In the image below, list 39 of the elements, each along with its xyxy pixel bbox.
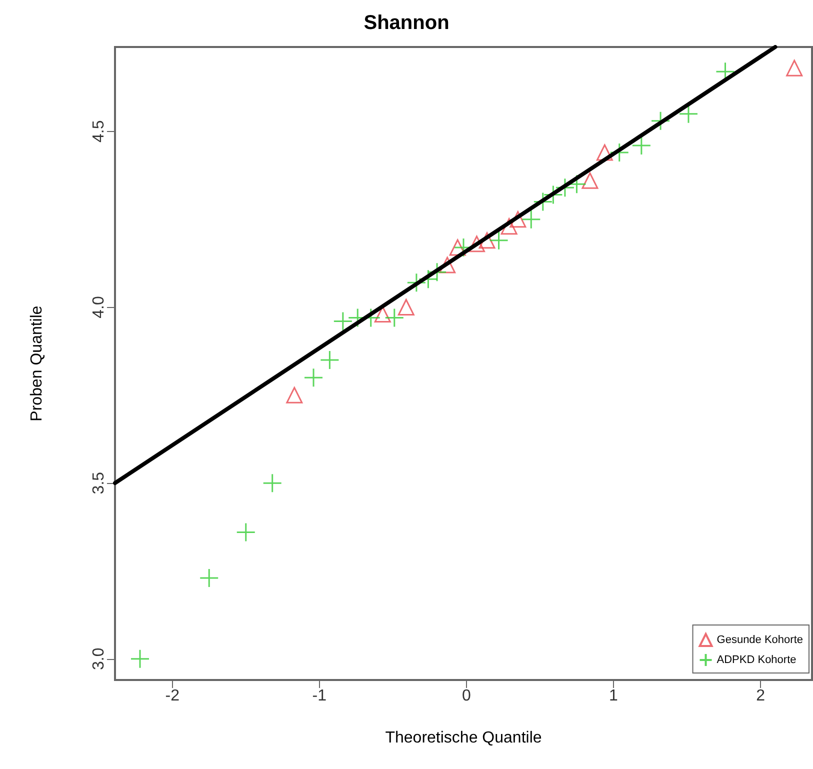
point <box>199 568 219 588</box>
y-tick-label: 4.0 <box>90 296 108 318</box>
point <box>468 236 485 252</box>
point <box>320 350 340 370</box>
y-tick-label: 3.5 <box>90 472 108 494</box>
point <box>489 230 509 250</box>
y-tick-label: 3.0 <box>90 648 108 670</box>
point <box>262 473 282 493</box>
x-tick-label: -2 <box>165 688 180 704</box>
x-tick-label: 2 <box>756 688 766 704</box>
x-tick-label: -1 <box>312 688 327 704</box>
y-tick-label: 4.5 <box>90 120 108 143</box>
legend-label: ADPKD Kohorte <box>716 654 796 666</box>
point <box>596 144 613 161</box>
chart-title: Shannon <box>364 12 450 34</box>
point <box>304 368 324 388</box>
point <box>374 306 391 323</box>
point <box>478 232 496 249</box>
point <box>384 308 404 328</box>
point <box>449 239 466 256</box>
point <box>439 256 456 274</box>
y-axis-title: Proben Quantile <box>28 306 46 422</box>
legend-label: Gesunde Kohorte <box>716 634 804 646</box>
x-axis-title: Theoretische Quantile <box>385 730 542 746</box>
point <box>333 312 353 332</box>
point <box>632 136 652 156</box>
point <box>510 211 526 228</box>
point <box>406 272 426 292</box>
point <box>500 218 518 235</box>
point <box>786 60 803 76</box>
point <box>582 172 598 189</box>
point <box>286 386 303 404</box>
point <box>521 210 541 230</box>
x-tick-label: 0 <box>462 688 471 704</box>
point <box>236 522 256 542</box>
point <box>398 298 414 316</box>
point <box>678 104 698 124</box>
x-tick-label: 1 <box>609 688 618 704</box>
point <box>130 649 150 669</box>
